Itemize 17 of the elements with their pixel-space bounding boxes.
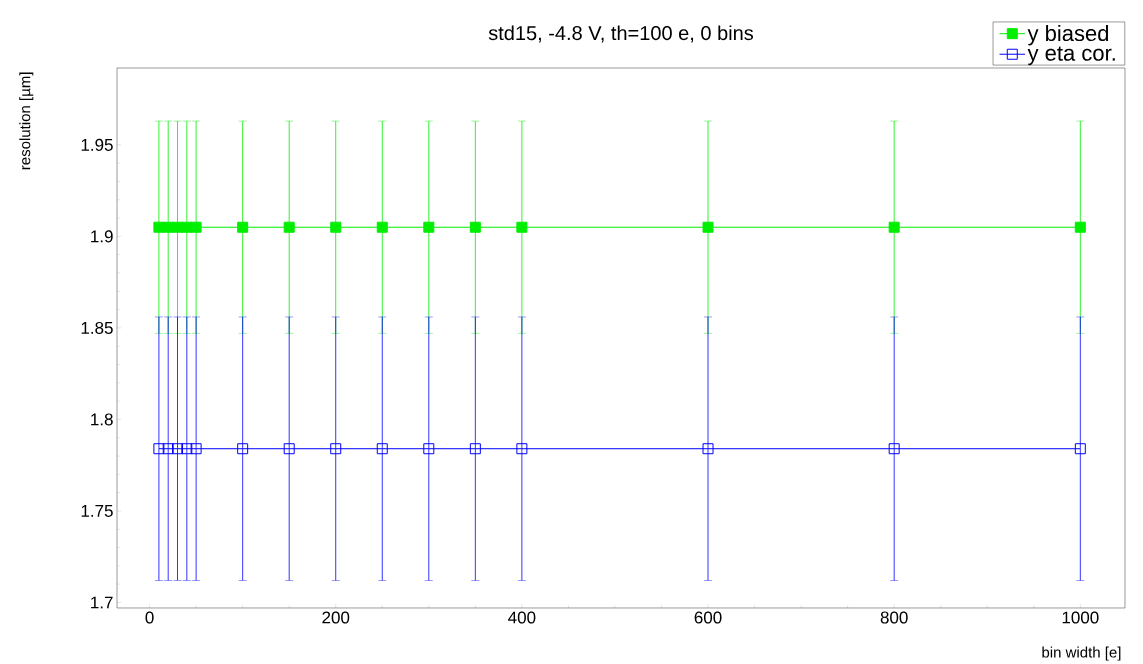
y-tick-label: 1.75 <box>81 505 113 517</box>
x-tick-label: 400 <box>508 611 536 624</box>
y-axis-title: resolution [µm] <box>19 72 34 170</box>
x-axis-title: bin width [e] <box>1042 646 1121 661</box>
x-tick-label: 200 <box>322 611 350 624</box>
x-tick-label: 0 <box>145 611 154 624</box>
x-tick-label: 1000 <box>1062 611 1099 624</box>
y-tick-label: 1.95 <box>81 138 113 151</box>
y-tick-label: 1.8 <box>91 413 113 426</box>
chart-title: std15, -4.8 V, th=100 e, 0 bins <box>488 25 754 43</box>
y-tick-label: 1.85 <box>81 321 113 334</box>
x-tick-label: 600 <box>694 611 722 624</box>
y-tick-label: 1.7 <box>91 596 113 609</box>
x-tick-label: 800 <box>880 611 908 624</box>
legend-label: y biased <box>1027 25 1109 46</box>
y-tick-label: 1.9 <box>91 230 113 243</box>
legend-label: y eta cor. <box>1027 46 1115 66</box>
